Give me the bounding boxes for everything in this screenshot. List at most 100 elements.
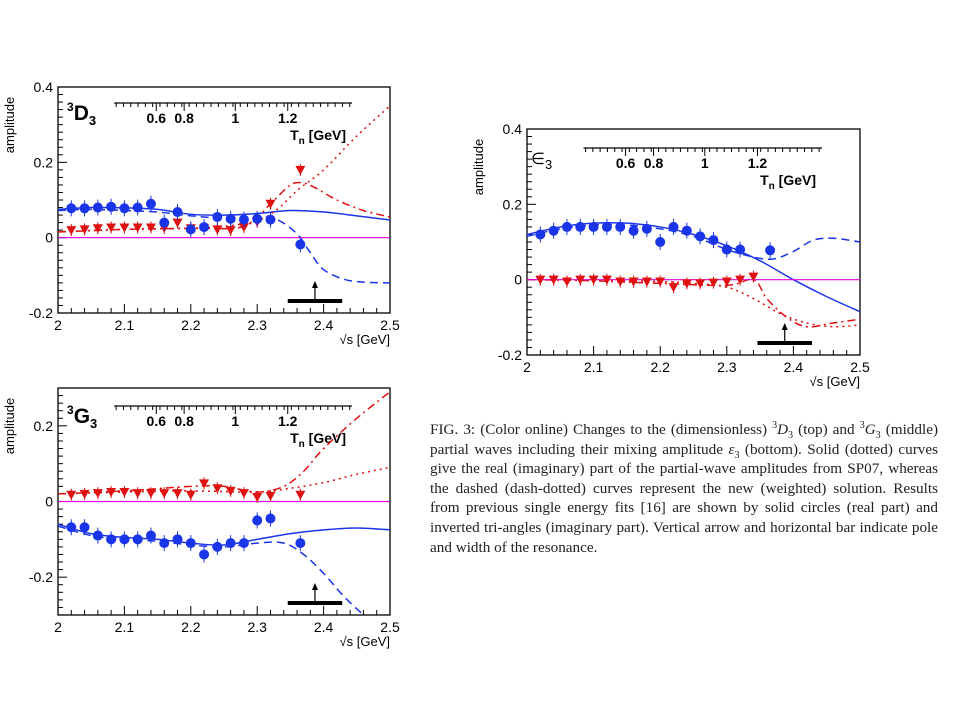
imag-point [145, 489, 156, 499]
real-point [765, 245, 776, 256]
imag-point [641, 277, 652, 287]
curve-dashed [58, 208, 390, 284]
x-tick-label: 2.5 [850, 359, 870, 375]
real-point [212, 541, 223, 552]
real-point [628, 225, 639, 236]
imag-point [695, 279, 706, 289]
top-axis-label-unit: [GeV] [775, 172, 816, 188]
real-point [79, 203, 90, 214]
real-point [199, 549, 210, 560]
real-point [641, 223, 652, 234]
y-axis-label: amplitude [2, 97, 17, 153]
x-axis-label: √s [GeV] [810, 374, 860, 389]
real-point [172, 534, 183, 545]
y-axis-label: amplitude [471, 139, 486, 195]
imag-point [628, 277, 639, 287]
curve-dashdot [527, 278, 860, 328]
top-axis-label: Tn [GeV] [290, 430, 346, 450]
x-axis-label: √s [GeV] [340, 332, 390, 347]
x-tick-label: 2 [54, 619, 62, 635]
imag-point [252, 492, 263, 502]
top-axis-label-sub: n [299, 439, 305, 450]
imag-point [588, 275, 599, 285]
chart-eps: 2 2.1 2.2 2.3 2.4 2.5√s [GeV] -0.2 0 0.2 0.4 ampli… [471, 121, 870, 389]
real-point [119, 534, 130, 545]
top-axis-tick-label: 0.8 [174, 413, 194, 429]
imag-point [265, 199, 276, 209]
top-axis-tick-label: 0.6 [616, 155, 636, 171]
x-tick-label: 2.2 [650, 359, 670, 375]
y-tick-label: 0.4 [503, 121, 523, 137]
real-point [106, 534, 117, 545]
resonance-pole-arrowhead [781, 323, 788, 330]
imag-point [66, 226, 77, 236]
imag-point [159, 489, 170, 499]
x-axis-label: √s [GeV] [340, 634, 390, 649]
real-point [106, 201, 117, 212]
real-point [159, 217, 170, 228]
real-point [212, 211, 223, 222]
imag-point [119, 488, 130, 498]
chart-d3: 2 2.1 2.2 2.3 2.4 2.5√s [GeV] -0.2 0 0.2 0.4 ampli… [2, 79, 400, 347]
imag-point [295, 165, 306, 175]
imag-point [735, 275, 746, 285]
panel-label-sup: 3 [67, 100, 74, 114]
top-axis-label-main: T [290, 127, 299, 143]
y-tick-label: -0.2 [29, 569, 53, 585]
y-tick-label: 0 [45, 230, 53, 246]
top-axis-label: Tn [GeV] [290, 127, 346, 147]
x-tick-label: 2.4 [784, 359, 804, 375]
imag-point [655, 277, 666, 287]
resonance-pole-arrowhead [311, 583, 318, 590]
imag-point [265, 491, 276, 501]
real-point [92, 530, 103, 541]
panel-label-main: D [74, 102, 89, 125]
real-point [588, 221, 599, 232]
imag-point [225, 226, 236, 236]
top-axis-label-unit: [GeV] [305, 127, 346, 143]
imag-point [708, 278, 719, 288]
top-axis-tick-label: 0.6 [147, 413, 167, 429]
y-axis-label: amplitude [2, 398, 17, 454]
real-point [668, 221, 679, 232]
imag-point [106, 223, 117, 233]
x-tick-label: 2.1 [115, 317, 135, 333]
top-axis-label-sub: n [299, 136, 305, 147]
panel-label: 3D3 [67, 100, 96, 128]
real-point [225, 213, 236, 224]
real-point [79, 522, 90, 533]
imag-point [721, 277, 732, 287]
curves [58, 391, 390, 615]
x-tick-label: 2 [523, 359, 531, 375]
real-point [92, 202, 103, 213]
y-tick-label: 0.4 [34, 79, 54, 95]
imag-point [548, 275, 559, 285]
top-axis-label-unit: [GeV] [305, 430, 346, 446]
curve-solid [527, 221, 860, 313]
top-axis-label-sub: n [769, 181, 775, 192]
x-tick-label: 2.1 [115, 619, 135, 635]
top-axis-tick-label: 1.2 [278, 110, 298, 126]
imag-point [535, 275, 546, 285]
real-point [132, 534, 143, 545]
panel-label: 3G3 [67, 403, 97, 431]
plot-frame [57, 86, 391, 314]
x-tick-label: 2.3 [717, 359, 737, 375]
real-point [265, 214, 276, 225]
top-axis-tick-label: 1 [231, 413, 239, 429]
imag-point [601, 275, 612, 285]
panel-label-main: G [74, 405, 90, 428]
imag-point [575, 275, 586, 285]
imag-point [172, 489, 183, 499]
y-tick-label: 0.2 [503, 196, 523, 212]
chart-g3: 2 2.1 2.2 2.3 2.4 2.5√s [GeV] -0.2 0 0.2 amplitud… [2, 387, 400, 649]
x-tick-label: 2.5 [380, 619, 400, 635]
imag-point [172, 218, 183, 228]
imag-point [238, 223, 249, 233]
real-point [185, 538, 196, 549]
imag-point [295, 490, 306, 500]
real-point [225, 538, 236, 549]
real-point [601, 221, 612, 232]
real-point [132, 202, 143, 213]
y-tick-label: 0.2 [34, 418, 54, 434]
